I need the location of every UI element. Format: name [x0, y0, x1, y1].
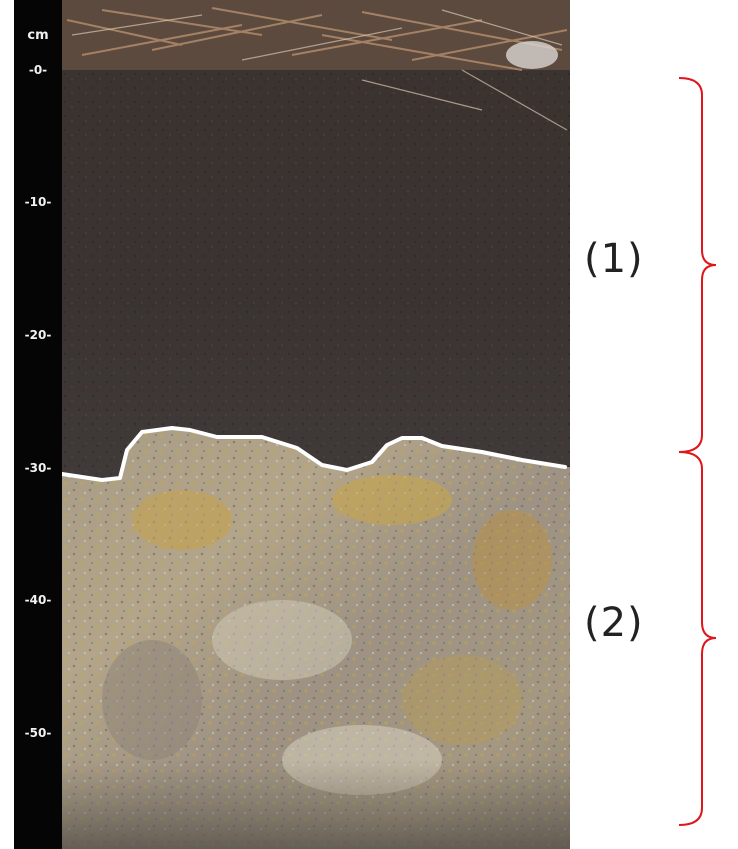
ruler-tick-30: -30-	[24, 461, 52, 475]
ruler-tick-40: -40-	[24, 593, 52, 607]
soil-profile-photo	[62, 0, 570, 849]
ruler-tick-50: -50-	[24, 726, 52, 740]
ruler-unit-label: cm	[27, 28, 49, 43]
depth-ruler: cm -0- -10- -20- -30- -40- -50-	[14, 0, 62, 849]
soil-profile-figure: cm -0- -10- -20- -30- -40- -50-	[14, 0, 570, 849]
brace-horizon-1	[678, 77, 717, 453]
horizon-boundary-line	[62, 426, 567, 482]
ruler-tick-10: -10-	[24, 195, 52, 209]
ruler-tick-0: -0-	[28, 63, 48, 77]
brace-horizon-2	[678, 451, 717, 826]
horizon-1-label: (1)	[584, 236, 644, 282]
ruler-tick-20: -20-	[24, 328, 52, 342]
horizon-2-label: (2)	[584, 600, 644, 646]
